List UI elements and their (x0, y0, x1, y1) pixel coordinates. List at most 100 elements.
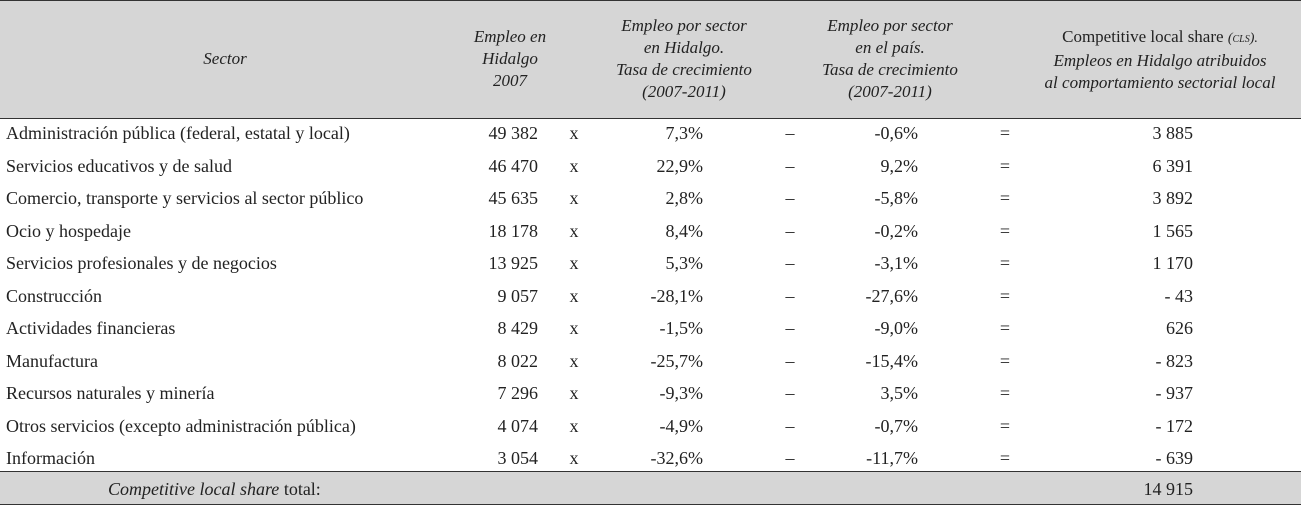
cell: 22,9% (656, 155, 704, 176)
cell: - 823 (1155, 350, 1194, 371)
header-line: Empleos en Hidalgo atribuidos (1010, 50, 1301, 72)
cell: Comercio, transporte y servicios al sect… (6, 188, 364, 208)
cell: 45 635 (488, 188, 539, 208)
cell: 49 382 (488, 123, 539, 143)
cell: -25,7% (650, 350, 704, 371)
header-text: Empleo en (473, 27, 547, 46)
cell: -5,8% (874, 188, 919, 208)
header-text: Competitive local share (1062, 27, 1224, 46)
header-line: Tasa de crecimiento (740, 59, 1040, 81)
header-text: en el país. (855, 38, 925, 57)
cell: -0,7% (874, 415, 919, 436)
cell: -0,6% (874, 123, 919, 143)
header-line: Empleo por sector (534, 15, 834, 37)
cell: – (785, 318, 795, 338)
header-text: en Hidalgo. (643, 38, 725, 57)
header-text: Tasa de crecimiento (822, 60, 958, 79)
cell: = (999, 350, 1011, 371)
cell: 7 296 (497, 383, 539, 403)
cell: x (569, 285, 579, 306)
cell: – (785, 123, 795, 143)
header-text: (2007-2011) (642, 82, 726, 101)
header-text: Tasa de crecimiento (616, 60, 752, 79)
header-abbr: (cls). (1227, 31, 1258, 46)
header-text: (2007-2011) (848, 82, 932, 101)
cell: 3,5% (880, 383, 919, 403)
cell: Otros servicios (excepto administración … (6, 415, 356, 436)
header-text: 2007 (493, 71, 527, 90)
cell: Actividades financieras (6, 318, 176, 338)
cell: 7,3% (665, 123, 704, 143)
cell: – (785, 383, 795, 403)
cell: x (569, 220, 579, 241)
cell: -15,4% (865, 350, 919, 371)
cell: - 172 (1155, 415, 1194, 436)
cell: = (999, 123, 1011, 143)
cell: – (785, 188, 795, 208)
cell: -9,3% (659, 383, 704, 403)
cell: x (569, 123, 579, 143)
cell: = (999, 253, 1011, 273)
header-text: Sector (203, 49, 247, 68)
cell: Servicios educativos y de salud (6, 155, 232, 176)
cell: – (785, 253, 795, 273)
footer-band (0, 471, 1301, 505)
footer-value: 14 915 (1143, 479, 1194, 499)
cell: 1 170 (1152, 253, 1194, 273)
cell: Manufactura (6, 350, 98, 371)
cell: 5,3% (665, 253, 704, 273)
footer-label: Competitive local share total: (108, 479, 321, 499)
cell: – (785, 415, 795, 436)
rule (0, 118, 1301, 119)
footer-rest: total: (283, 479, 321, 499)
cell: = (999, 188, 1011, 208)
cell: = (999, 220, 1011, 241)
header-text: Empleos en Hidalgo atribuidos (1053, 51, 1267, 70)
header-line: Empleo en (360, 26, 660, 48)
cell: – (785, 220, 795, 241)
cell: 3 054 (497, 448, 539, 468)
cell: x (569, 383, 579, 403)
cell: Información (6, 448, 95, 468)
cell: = (999, 448, 1011, 468)
header-text: al comportamiento sectorial local (1044, 73, 1276, 92)
cell: x (569, 318, 579, 338)
cell: 1 565 (1152, 220, 1194, 241)
cell: – (785, 350, 795, 371)
cell: - 937 (1155, 383, 1194, 403)
cell: x (569, 415, 579, 436)
cell: = (999, 415, 1011, 436)
cell: -27,6% (865, 285, 919, 306)
cell: 8 429 (497, 318, 539, 338)
cell: 18 178 (488, 220, 539, 241)
cell: -4,9% (659, 415, 704, 436)
rule (0, 471, 1301, 472)
header-line: Tasa de crecimiento (534, 59, 834, 81)
cell: 9 057 (497, 285, 539, 306)
cell: 9,2% (880, 155, 919, 176)
cell: -1,5% (659, 318, 704, 338)
cell: -32,6% (650, 448, 704, 468)
cell: – (785, 448, 795, 468)
cell: 8 022 (497, 350, 539, 371)
header-line: en el país. (740, 37, 1040, 59)
header-line: 2007 (360, 70, 660, 92)
cell: – (785, 155, 795, 176)
cell: = (999, 318, 1011, 338)
header-text: Empleo por sector (621, 16, 747, 35)
cell: = (999, 155, 1011, 176)
cell: – (785, 285, 795, 306)
footer-italic: Competitive local share (108, 479, 280, 499)
cell: -3,1% (874, 253, 919, 273)
cell: 8,4% (665, 220, 704, 241)
cell: 2,8% (665, 188, 704, 208)
cell: x (569, 155, 579, 176)
header-cell: Empleo por sector en Hidalgo. Tasa de crec… (534, 15, 834, 103)
cell: Construcción (6, 285, 102, 306)
cell: = (999, 285, 1011, 306)
cell: -0,2% (874, 220, 919, 241)
header-line: en Hidalgo. (534, 37, 834, 59)
cell: -28,1% (650, 285, 704, 306)
header-line: Sector (75, 48, 375, 70)
